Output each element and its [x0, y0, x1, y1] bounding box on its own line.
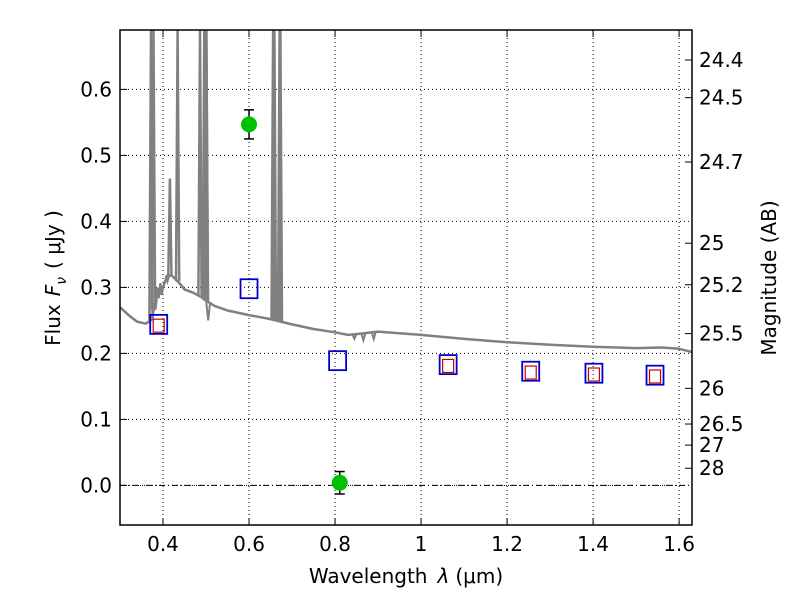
mag-tick-label-0: 24.4 — [699, 48, 744, 72]
y-tick-label-2: 0.2 — [80, 341, 112, 365]
x-tick-label-2: 0.8 — [319, 532, 351, 556]
mag-tick-label-4: 25.2 — [699, 273, 744, 297]
absorption-dip-1 — [351, 333, 358, 342]
absorption-dip-3 — [370, 331, 377, 343]
model-point-inner-3 — [587, 367, 601, 382]
emission-line-2 — [164, 275, 171, 286]
mag-tick-label-9: 28 — [699, 456, 724, 480]
mag-tick-label-7: 26.5 — [699, 412, 744, 436]
absorption-dip-0 — [205, 301, 212, 321]
mag-tick-label-6: 26 — [699, 376, 724, 400]
sed-model-spectrum — [119, 29, 693, 354]
model-point-3 — [438, 354, 458, 376]
model-point-inner-4 — [648, 369, 662, 384]
observed-point-0 — [241, 116, 258, 133]
observed-point-1 — [331, 474, 348, 491]
model-point-5 — [584, 362, 604, 384]
x-tick-label-6: 1.6 — [663, 532, 695, 556]
x-tick-label-4: 1.2 — [491, 532, 523, 556]
model-point-6 — [645, 364, 665, 386]
model-point-inner-1 — [442, 358, 455, 374]
model-point-inner-2 — [524, 365, 537, 380]
y-tick-label-3: 0.3 — [80, 275, 112, 299]
y-tick-label-1: 0.1 — [80, 407, 112, 431]
emission-line-5 — [197, 29, 203, 297]
model-point-2 — [328, 350, 348, 372]
mag-tick-label-5: 25.5 — [699, 322, 744, 346]
mag-tick-label-2: 24.7 — [699, 150, 744, 174]
y-axis-label-right: Magnitude (AB) — [757, 200, 781, 355]
y-tick-label-6: 0.6 — [80, 77, 112, 101]
y-axis-label-left: FluxFν( μJy ) — [41, 210, 70, 346]
emission-line-4 — [174, 29, 181, 282]
x-tick-label-1: 0.6 — [233, 532, 265, 556]
x-tick-label-3: 1 — [415, 532, 428, 556]
axis-ticks — [120, 30, 692, 525]
x-tick-label-5: 1.4 — [577, 532, 609, 556]
x-axis-label: Wavelength λ (μm) — [309, 564, 503, 588]
plot-frame — [119, 29, 693, 526]
model-point-0 — [149, 313, 169, 335]
tick-labels: 0.4 0.6 0.8 1 1.2 1.4 1.6 0.0 0.1 0.2 0.3 0.4 0.5 0.6… — [80, 48, 743, 556]
y-tick-label-5: 0.5 — [80, 143, 112, 167]
emission-line-3 — [167, 178, 173, 276]
absorption-dip-2 — [360, 333, 367, 344]
grid-lines — [120, 30, 692, 525]
mag-tick-label-8: 27 — [699, 433, 724, 457]
y-tick-label-0: 0.0 — [80, 473, 112, 497]
model-point-inner-0 — [152, 318, 165, 333]
photometry-markers — [149, 109, 665, 495]
model-point-1 — [239, 278, 259, 300]
mag-tick-label-1: 24.5 — [699, 86, 744, 110]
mag-tick-label-3: 25 — [699, 231, 724, 255]
y-tick-label-4: 0.4 — [80, 209, 112, 233]
x-tick-label-0: 0.4 — [147, 532, 179, 556]
model-point-4 — [521, 360, 541, 382]
